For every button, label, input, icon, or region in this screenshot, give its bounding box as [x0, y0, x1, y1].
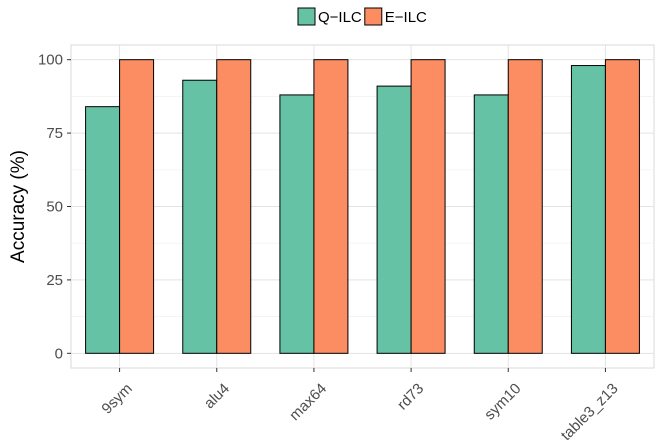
x-axis-ticks: 9sym alu4 max64 rd73 sym10 table3_z13: [98, 368, 622, 444]
legend-label: Q−ILC: [318, 9, 362, 26]
legend: Q−ILC E−ILC: [297, 7, 427, 26]
legend-swatch: [297, 7, 316, 26]
legend-label: E−ILC: [385, 9, 427, 26]
x-tick-label: rd73: [394, 380, 427, 413]
y-tick-label: 50: [46, 199, 63, 216]
x-tick-label: 9sym: [98, 380, 135, 417]
bars: [85, 59, 640, 354]
legend-swatch: [364, 7, 383, 26]
bar-alu4-q-ilc: [182, 79, 218, 354]
bar-9sym-q-ilc: [85, 106, 121, 354]
bar-9sym-e-ilc: [119, 59, 155, 354]
bar-sym10-q-ilc: [473, 94, 509, 354]
bar-rd73-e-ilc: [410, 59, 446, 354]
x-tick-label: table3_z13: [558, 380, 622, 444]
bar-rd73-q-ilc: [376, 85, 412, 354]
bar-alu4-e-ilc: [216, 59, 252, 354]
y-tick-label: 100: [38, 52, 63, 69]
bar-table3_z13-q-ilc: [570, 65, 606, 354]
y-axis-ticks: 0 25 50 75 100: [38, 52, 71, 362]
bar-table3_z13-e-ilc: [604, 59, 640, 354]
x-tick-label: alu4: [201, 380, 233, 412]
x-tick-label: sym10: [481, 380, 524, 423]
bar-max64-q-ilc: [279, 94, 315, 354]
bar-sym10-e-ilc: [507, 59, 543, 354]
bar-max64-e-ilc: [313, 59, 349, 354]
y-tick-label: 0: [55, 345, 63, 362]
x-tick-label: max64: [286, 380, 330, 424]
y-tick-label: 75: [46, 125, 63, 142]
y-tick-label: 25: [46, 272, 63, 289]
y-axis-title: Accuracy (%): [8, 150, 29, 263]
